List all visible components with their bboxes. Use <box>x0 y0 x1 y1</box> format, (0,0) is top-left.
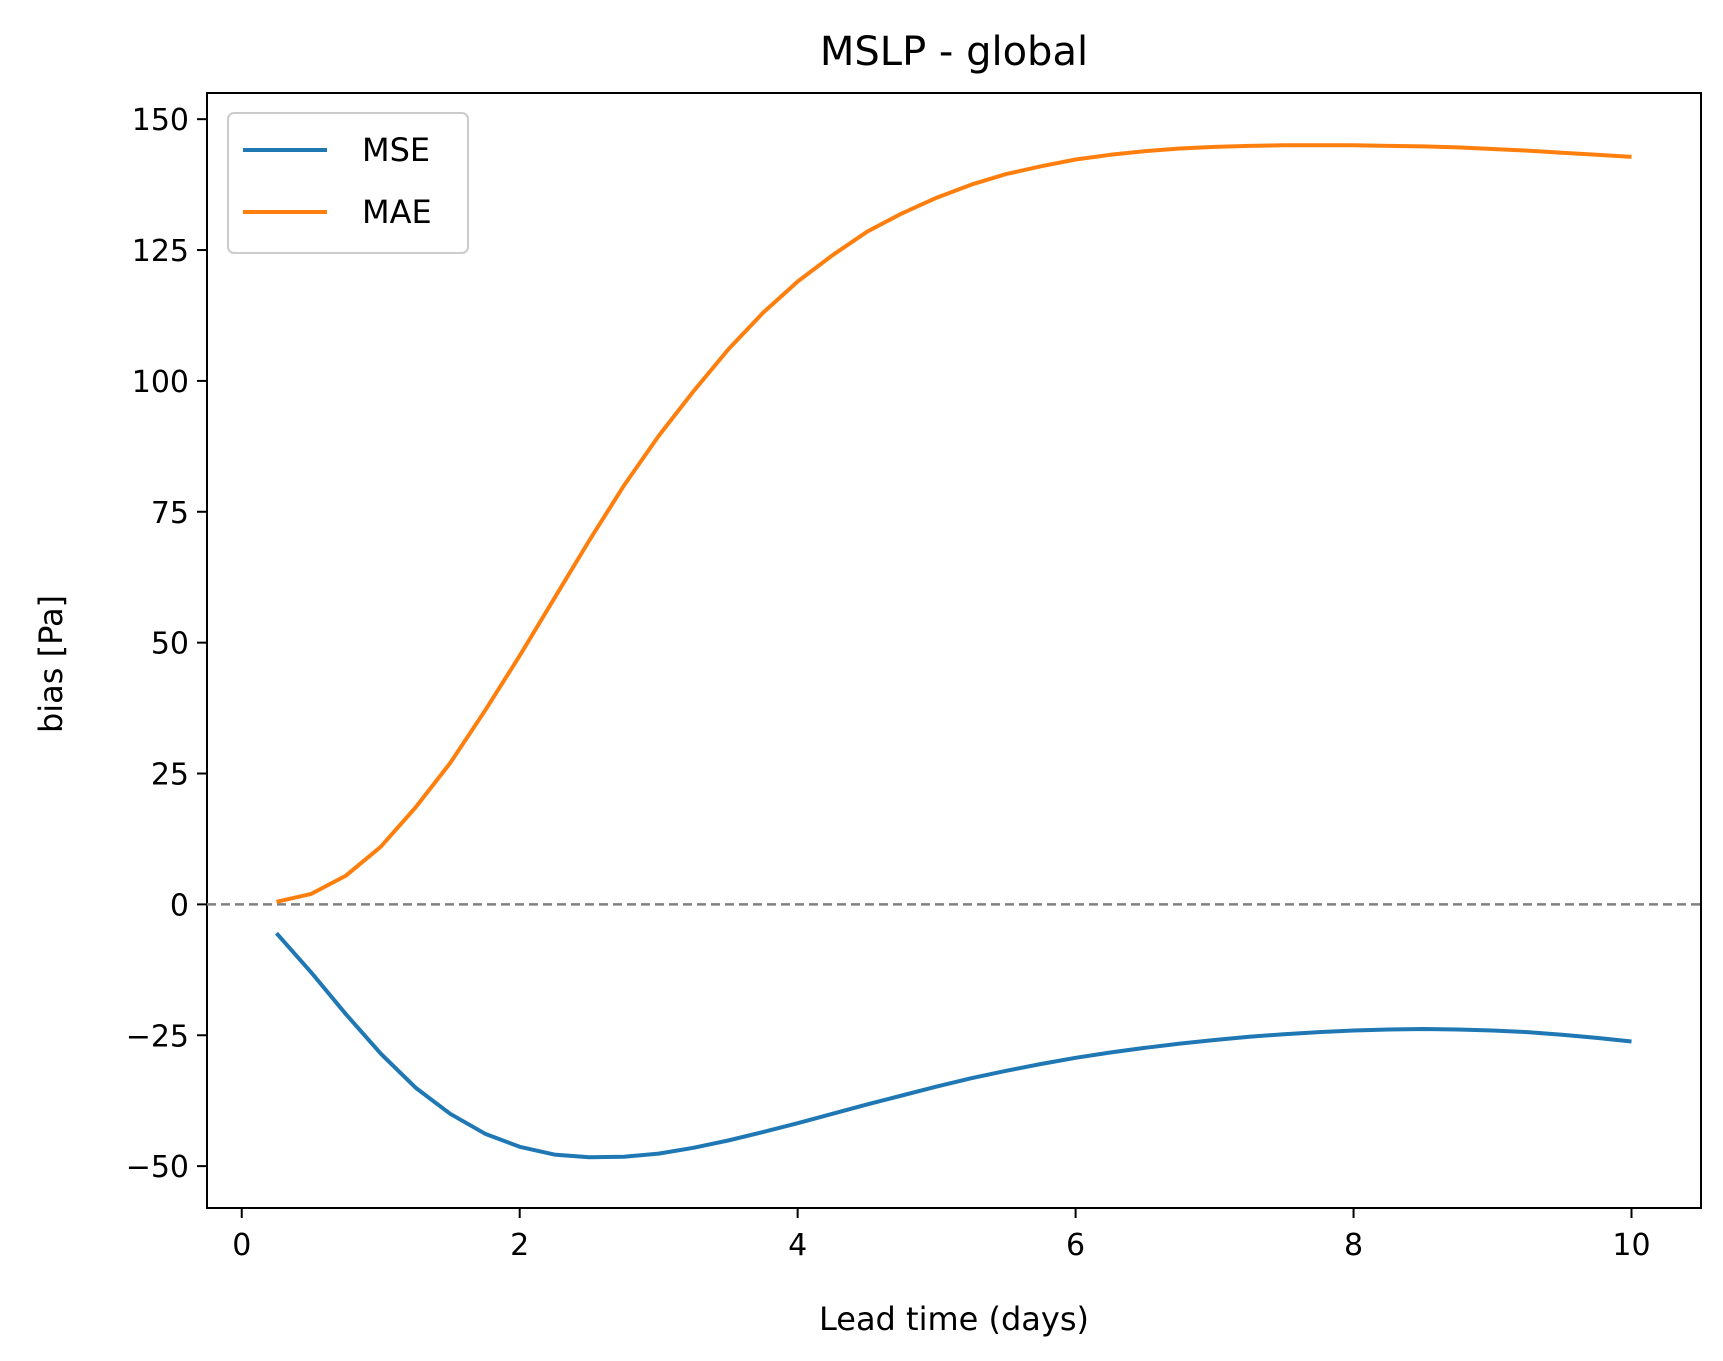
y-tick-label: 0 <box>170 888 189 923</box>
y-tick-label: 150 <box>132 103 189 138</box>
y-tick-label: −25 <box>126 1019 189 1054</box>
plot-area <box>206 92 1702 1209</box>
y-tick-label: 25 <box>151 758 189 793</box>
series-line-mae <box>276 143 1632 904</box>
x-tick-label: 6 <box>1066 1228 1085 1263</box>
y-tick-label: 100 <box>132 365 189 400</box>
plot-frame <box>206 92 1702 1209</box>
y-tick-label: 125 <box>132 234 189 269</box>
series-line-mse <box>275 931 1632 1160</box>
legend: MSE MAE <box>227 112 469 254</box>
x-tick-label: 4 <box>788 1228 807 1263</box>
legend-label-mae: MAE <box>362 193 432 231</box>
x-tick-label: 10 <box>1612 1228 1650 1263</box>
chart-title: MSLP - global <box>820 29 1088 75</box>
legend-box <box>227 112 469 254</box>
y-tick-label: 50 <box>151 627 189 662</box>
y-axis-title: bias [Pa] <box>32 595 70 733</box>
x-tick-label: 2 <box>510 1228 529 1263</box>
x-tick-label: 8 <box>1344 1228 1363 1263</box>
y-tick-label: 75 <box>151 496 189 531</box>
legend-label-mse: MSE <box>362 131 430 169</box>
x-axis-title: Lead time (days) <box>819 1300 1089 1338</box>
y-axis: −50 −25 0 25 50 75 100 125 150 <box>126 103 207 1185</box>
x-tick-label: 0 <box>232 1228 251 1263</box>
y-tick-label: −50 <box>126 1150 189 1185</box>
x-axis: 0 2 4 6 8 10 <box>232 1208 1651 1263</box>
series-layer <box>275 143 1632 1160</box>
